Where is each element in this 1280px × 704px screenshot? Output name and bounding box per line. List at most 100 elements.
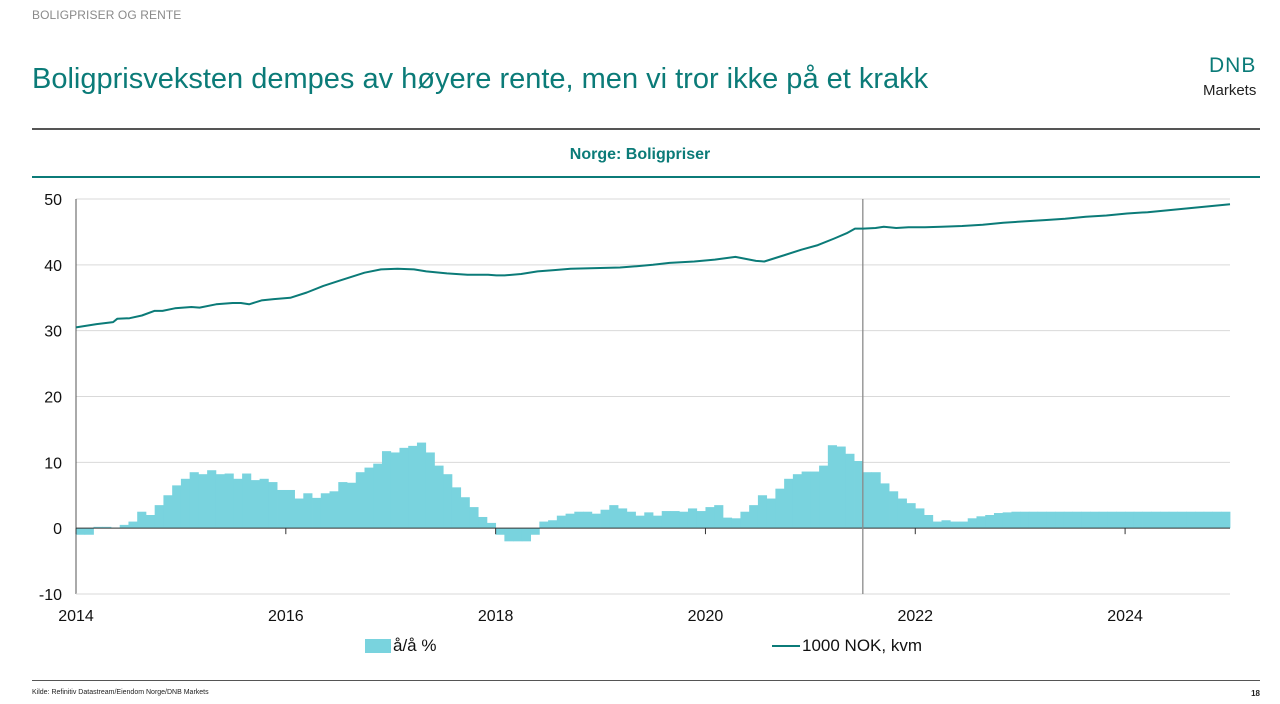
bar (722, 517, 733, 529)
bar (1133, 511, 1143, 529)
bar (1142, 511, 1152, 529)
bar (845, 453, 855, 529)
bar (268, 482, 278, 529)
bar (443, 474, 453, 529)
bar (993, 513, 1004, 529)
bar (635, 515, 645, 529)
bar (163, 495, 173, 529)
bar (1160, 511, 1170, 529)
bar (390, 452, 400, 529)
bar (827, 445, 837, 529)
bar (749, 505, 759, 529)
bar (285, 489, 295, 529)
bar (906, 503, 916, 529)
bar (259, 478, 269, 529)
bar (958, 521, 969, 529)
bar (609, 505, 619, 529)
bar (836, 446, 846, 529)
x-tick-label: 2024 (1107, 608, 1143, 625)
bar (521, 528, 532, 542)
bar (618, 508, 628, 529)
chart-title: Norge: Boligpriser (569, 146, 711, 163)
bar (924, 515, 934, 529)
y-tick-label: 0 (53, 521, 62, 538)
footer-divider (32, 680, 1260, 681)
bar (871, 472, 881, 529)
bar (469, 507, 479, 529)
bar (513, 528, 523, 542)
bar (1177, 511, 1187, 529)
bar (224, 473, 234, 529)
bar (416, 442, 427, 529)
bar (399, 447, 409, 529)
bar (1037, 511, 1047, 529)
bar (696, 511, 706, 529)
logo-dnb: DNB (1209, 54, 1257, 77)
bar (137, 511, 147, 529)
bar (967, 518, 977, 529)
bar (705, 507, 715, 529)
bar (338, 482, 348, 529)
legend-item-line: 1000 NOK, kvm (772, 636, 922, 656)
bar (128, 521, 138, 529)
bar (941, 520, 951, 529)
bar (180, 478, 191, 529)
bar (1116, 511, 1126, 529)
bar (1002, 512, 1012, 529)
bar (714, 505, 724, 529)
bar (880, 483, 890, 529)
house-price-chart: -10 0 10 20 30 40 50 2014 2016 2018 2020 2022 2024 (39, 192, 1231, 625)
source-note: Kilde: Refinitiv Datastream/Eiendom Norg… (32, 689, 209, 696)
bar (312, 497, 322, 529)
y-tick-label: 30 (44, 324, 62, 341)
bar (294, 498, 304, 529)
bar (172, 485, 182, 529)
bar (1063, 511, 1074, 529)
bar (679, 511, 689, 529)
axes (75, 199, 1230, 595)
bar (460, 497, 470, 529)
bar (1046, 511, 1056, 529)
bar (355, 472, 365, 529)
bar (1203, 511, 1213, 529)
x-tick-label: 2016 (268, 608, 304, 625)
bar (731, 518, 741, 529)
bar (600, 509, 610, 529)
bar (504, 528, 514, 542)
bar (757, 495, 768, 529)
bar (565, 513, 575, 529)
y-tick-label: 50 (44, 192, 62, 209)
y-tick-label: 40 (44, 258, 62, 275)
y-tick-label: 10 (44, 455, 62, 472)
line-series (75, 203, 1231, 329)
bar (408, 445, 418, 529)
legend-swatch-bars (365, 639, 391, 653)
slide-title: Boligprisveksten dempes av høyere rente,… (32, 63, 929, 95)
bar (277, 489, 287, 529)
bar (801, 471, 811, 529)
bar (792, 474, 803, 529)
page-number: 18 (1251, 689, 1260, 698)
bar (653, 515, 663, 529)
section-label: BOLIGPRISER OG RENTE (32, 8, 182, 22)
bar (784, 478, 794, 529)
bar (189, 472, 199, 529)
gridlines (76, 198, 1230, 595)
bar (1072, 511, 1082, 529)
bar (347, 482, 357, 529)
bar (1168, 511, 1178, 529)
bar (373, 463, 383, 529)
bar (766, 498, 776, 529)
bar (1186, 511, 1196, 529)
bar (889, 491, 899, 529)
bar (687, 508, 698, 529)
bar (670, 511, 680, 529)
bar (486, 522, 497, 529)
bar (102, 526, 112, 529)
bar (661, 511, 671, 529)
bar (810, 471, 820, 529)
logo-markets: Markets (1203, 82, 1257, 99)
bar (1125, 511, 1135, 529)
bar (320, 493, 330, 529)
bar (530, 528, 540, 535)
